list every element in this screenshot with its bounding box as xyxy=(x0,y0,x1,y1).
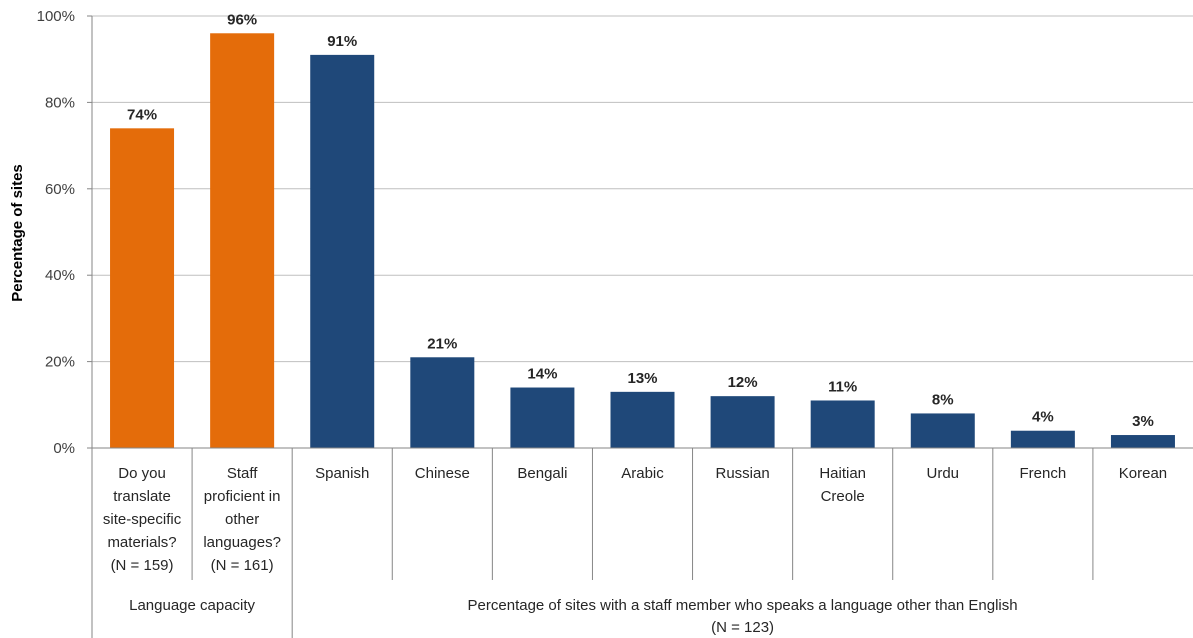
data-label: 3% xyxy=(1132,413,1154,430)
data-label: 91% xyxy=(327,33,357,50)
bar xyxy=(110,128,175,448)
y-tick-label: 40% xyxy=(45,267,75,284)
data-label: 96% xyxy=(227,11,257,28)
category-label: Urdu xyxy=(927,465,960,482)
category-label: Haitian Creole xyxy=(819,465,866,505)
category-label: Arabic xyxy=(621,465,664,482)
category-label: Staff proficient in other languages? (N = 16… xyxy=(203,465,281,574)
data-label: 21% xyxy=(427,335,457,352)
y-tick-label: 100% xyxy=(37,8,75,25)
category-label: Korean xyxy=(1119,465,1167,482)
bars xyxy=(110,33,1175,448)
bar xyxy=(610,391,675,448)
category-label: French xyxy=(1020,465,1067,482)
bar xyxy=(510,387,575,448)
bar xyxy=(1110,435,1175,448)
category-label: Russian xyxy=(715,465,769,482)
labels: 0% 20% 40% 60% 80% 100% 74% Do you translate site… xyxy=(37,8,1168,636)
data-label: 11% xyxy=(828,378,857,395)
category-label: Bengali xyxy=(517,465,567,482)
gridlines xyxy=(92,15,1193,363)
bar xyxy=(410,357,475,448)
data-label: 12% xyxy=(728,374,758,391)
bar xyxy=(310,54,375,448)
data-label: 13% xyxy=(627,370,657,387)
data-label: 14% xyxy=(527,366,557,383)
data-label: 4% xyxy=(1032,409,1054,426)
y-tick-label: 0% xyxy=(53,440,75,457)
bar xyxy=(810,400,875,448)
category-label: Spanish xyxy=(315,465,369,482)
bar xyxy=(910,413,975,448)
data-label: 74% xyxy=(127,106,157,123)
group-label: Language capacity xyxy=(129,597,255,614)
category-label: Chinese xyxy=(415,465,470,482)
axes xyxy=(87,15,1193,638)
y-axis-title: Percentage of sites xyxy=(9,164,26,302)
group-label: Percentage of sites with a staff member … xyxy=(468,597,1018,636)
bar xyxy=(710,396,775,448)
y-tick-label: 60% xyxy=(45,181,75,198)
category-label: Do you translate site-specific materials? (N… xyxy=(103,465,182,574)
bar xyxy=(1010,430,1075,448)
data-label: 8% xyxy=(932,391,954,408)
y-tick-label: 20% xyxy=(45,354,75,371)
bar xyxy=(210,33,275,448)
y-tick-label: 80% xyxy=(45,94,75,111)
